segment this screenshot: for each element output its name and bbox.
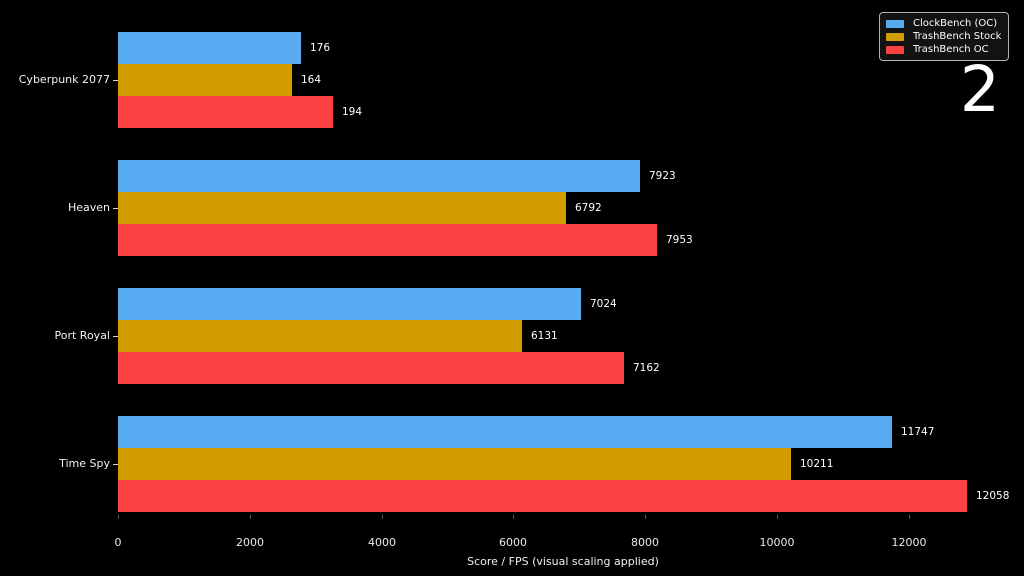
legend-label: TrashBench OC xyxy=(913,44,989,55)
legend-label: TrashBench Stock xyxy=(913,31,1002,42)
x-tick-mark-10000 xyxy=(777,515,778,519)
y-tick-port-royal xyxy=(113,336,118,337)
bar-trashbench-oc-port-royal xyxy=(118,352,624,384)
x-axis-title: Score / FPS (visual scaling applied) xyxy=(467,555,659,568)
bar-trashbench-oc-time-spy xyxy=(118,480,967,512)
x-tick-mark-6000 xyxy=(513,515,514,519)
x-tick-label-4000: 4000 xyxy=(368,536,396,549)
x-tick-mark-12000 xyxy=(909,515,910,519)
bar-clockbench-oc-heaven xyxy=(118,160,640,192)
x-tick-label-2000: 2000 xyxy=(236,536,264,549)
slide-number: 2 xyxy=(959,53,1000,126)
value-label-clockbench-oc-cyberpunk-2077: 176 xyxy=(310,42,331,54)
bar-clockbench-oc-port-royal xyxy=(118,288,581,320)
bar-trashbench-oc-heaven xyxy=(118,224,657,256)
legend-item-trashbench-stock: TrashBench Stock xyxy=(886,30,1002,43)
category-label-port-royal: Port Royal xyxy=(54,329,111,342)
value-label-trashbench-stock-cyberpunk-2077: 164 xyxy=(301,74,322,86)
legend-label: ClockBench (OC) xyxy=(913,18,998,29)
legend-swatch-icon xyxy=(886,45,904,54)
value-label-trashbench-oc-port-royal: 7162 xyxy=(633,362,660,374)
x-tick-mark-8000 xyxy=(645,515,646,519)
x-tick-label-12000: 12000 xyxy=(891,536,927,549)
x-tick-label-0: 0 xyxy=(114,536,122,549)
x-tick-mark-2000 xyxy=(250,515,251,519)
y-tick-cyberpunk-2077 xyxy=(113,80,118,81)
bar-trashbench-stock-cyberpunk-2077 xyxy=(118,64,292,96)
value-label-trashbench-oc-time-spy: 12058 xyxy=(976,490,1010,502)
value-label-trashbench-stock-port-royal: 6131 xyxy=(531,330,558,342)
bar-clockbench-oc-cyberpunk-2077 xyxy=(118,32,301,64)
bar-clockbench-oc-time-spy xyxy=(118,416,892,448)
value-label-clockbench-oc-heaven: 7923 xyxy=(649,170,676,182)
x-tick-label-6000: 6000 xyxy=(499,536,527,549)
category-label-time-spy: Time Spy xyxy=(59,457,110,470)
legend: ClockBench (OC) TrashBench Stock TrashBenc… xyxy=(879,12,1009,61)
category-label-heaven: Heaven xyxy=(67,201,110,214)
value-label-clockbench-oc-time-spy: 11747 xyxy=(901,426,935,438)
x-tick-label-10000: 10000 xyxy=(759,536,795,549)
y-tick-time-spy xyxy=(113,464,118,465)
value-label-trashbench-stock-heaven: 6792 xyxy=(575,202,602,214)
bar-trashbench-stock-time-spy xyxy=(118,448,791,480)
category-label-cyberpunk-2077: Cyberpunk 2077 xyxy=(18,73,110,86)
value-label-trashbench-oc-cyberpunk-2077: 194 xyxy=(342,106,363,118)
value-label-clockbench-oc-port-royal: 7024 xyxy=(590,298,617,310)
bar-trashbench-oc-cyberpunk-2077 xyxy=(118,96,333,128)
value-label-trashbench-oc-heaven: 7953 xyxy=(666,234,693,246)
legend-item-trashbench-oc: TrashBench OC xyxy=(886,43,1002,56)
value-label-trashbench-stock-time-spy: 10211 xyxy=(800,458,834,470)
legend-swatch-icon xyxy=(886,32,904,41)
bar-trashbench-stock-heaven xyxy=(118,192,566,224)
x-tick-mark-0 xyxy=(118,515,119,519)
legend-swatch-icon xyxy=(886,19,904,28)
y-tick-heaven xyxy=(113,208,118,209)
x-tick-mark-4000 xyxy=(382,515,383,519)
x-tick-label-8000: 8000 xyxy=(631,536,659,549)
bar-trashbench-stock-port-royal xyxy=(118,320,522,352)
legend-item-clockbench-oc: ClockBench (OC) xyxy=(886,17,1002,30)
